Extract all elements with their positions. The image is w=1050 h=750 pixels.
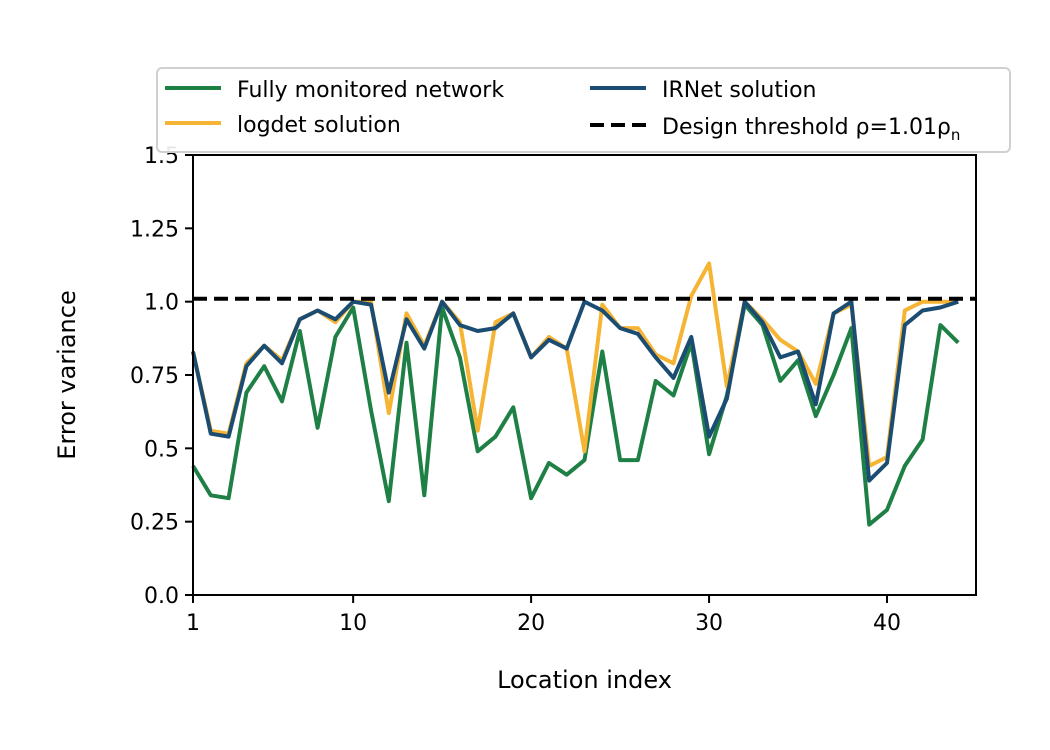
x-tick-label: 40: [873, 611, 901, 636]
legend-label-0: Fully monitored network: [237, 78, 504, 103]
series-line-0: [191, 302, 960, 527]
legend-box: [156, 67, 1011, 153]
legend-subscript: n: [951, 126, 961, 144]
y-tick-label: 0.25: [130, 511, 179, 536]
y-tick-label: 1.0: [144, 291, 179, 316]
legend-label-2: IRNet solution: [662, 78, 817, 103]
x-axis: 1 10 20 30 40: [186, 595, 901, 636]
y-tick-label: 0.0: [144, 584, 179, 609]
x-tick-label: 20: [517, 611, 545, 636]
x-tick-label: 1: [186, 611, 200, 636]
series-layer: [191, 261, 976, 527]
y-axis: 0.00.250.50.751.01.251.5: [130, 144, 193, 609]
y-tick-label: 0.75: [130, 364, 179, 389]
y-axis-label: Error variance: [53, 290, 81, 459]
x-tick-label: 30: [695, 611, 723, 636]
x-axis-label: Location index: [497, 666, 672, 694]
x-tick-label: 10: [339, 611, 367, 636]
legend: Fully monitored network logdet solution IR…: [156, 67, 1011, 153]
y-tick-label: 1.25: [130, 217, 179, 242]
y-tick-label: 0.5: [144, 437, 179, 462]
legend-label-1: logdet solution: [237, 113, 401, 138]
series-line-2: [191, 299, 959, 483]
legend-label-3: Design threshold ρ=1.01ρn: [662, 115, 960, 144]
